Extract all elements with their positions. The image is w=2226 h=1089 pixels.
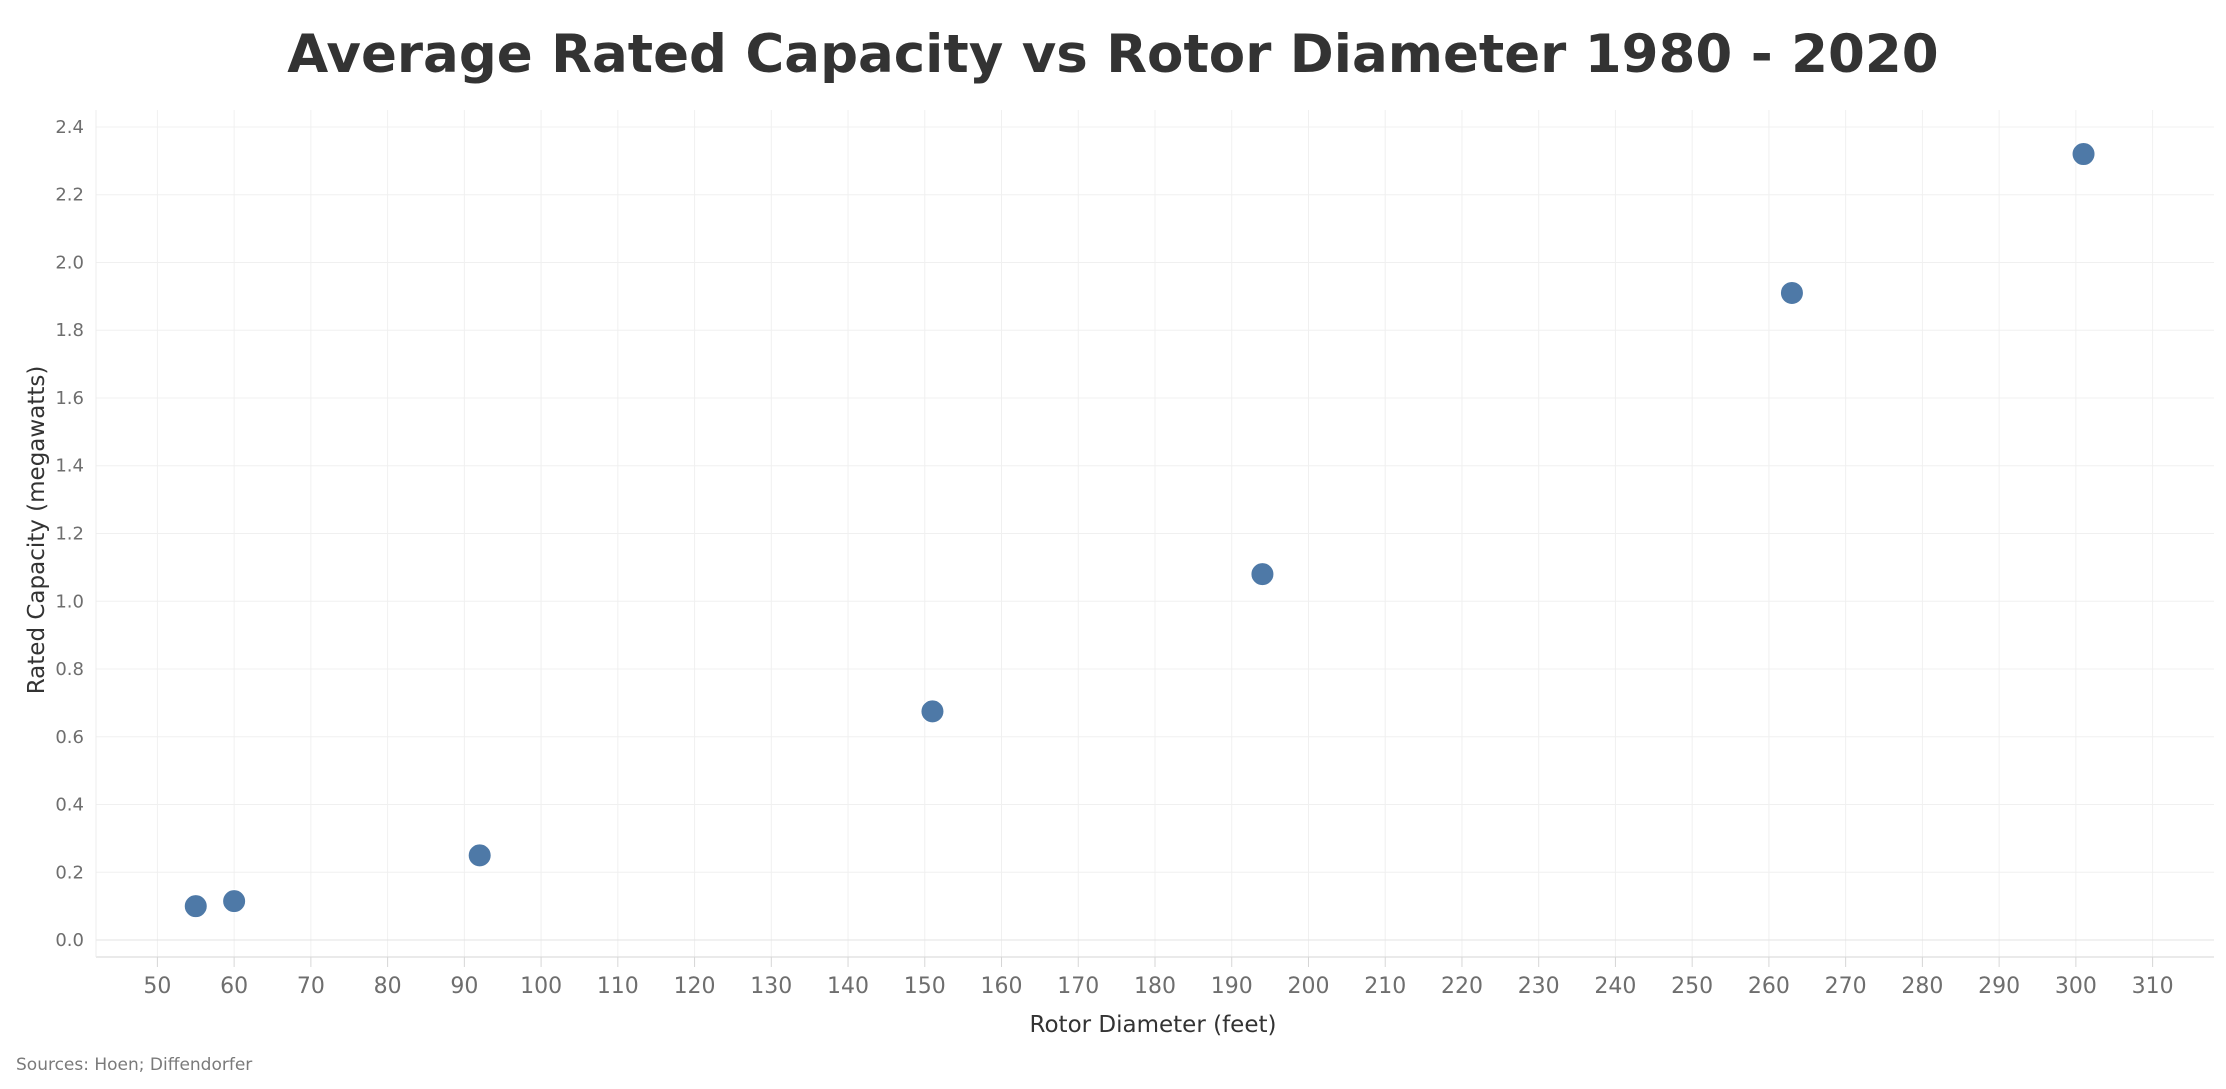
data-points: [183, 142, 2096, 919]
x-tick-label: 120: [674, 974, 716, 999]
x-tick-label: 80: [374, 974, 402, 999]
y-tick-label: 2.2: [55, 185, 84, 206]
x-tick-label: 220: [1441, 974, 1483, 999]
x-tick-label: 70: [297, 974, 325, 999]
y-tick-label: 1.0: [55, 591, 84, 612]
axes: 50 60 70 80 90 100 110 120 130 140 150 160 170 180 190…: [55, 110, 2214, 999]
x-tick-label: 90: [450, 974, 478, 999]
x-tick-label: 180: [1134, 974, 1176, 999]
y-tick-label: 2.4: [55, 117, 84, 138]
source-note: Sources: Hoen; Diffendorfer: [16, 1055, 253, 1075]
y-tick-label: 0.2: [55, 862, 84, 883]
x-tick-label: 200: [1287, 974, 1329, 999]
y-tick-label: 0.4: [55, 795, 84, 816]
x-tick-label: 240: [1594, 974, 1636, 999]
x-tick-label: 130: [750, 974, 792, 999]
data-point[interactable]: [1779, 280, 1804, 305]
y-tick-label: 1.4: [55, 456, 84, 477]
x-tick-label: 50: [143, 974, 171, 999]
x-tick-label: 110: [597, 974, 639, 999]
data-point[interactable]: [467, 843, 492, 868]
x-tick-label: 230: [1518, 974, 1560, 999]
x-tick-label: 170: [1057, 974, 1099, 999]
x-axis-label: Rotor Diameter (feet): [1030, 1012, 1277, 1038]
x-tick-label: 150: [904, 974, 946, 999]
x-tick-label: 250: [1671, 974, 1713, 999]
data-point[interactable]: [920, 699, 945, 724]
y-tick-label: 1.8: [55, 320, 84, 341]
y-tick-label: 0.0: [55, 930, 84, 951]
y-tick-label: 1.6: [55, 388, 84, 409]
y-tick-label: 0.6: [55, 727, 84, 748]
x-tick-label: 290: [1978, 974, 2020, 999]
y-axis-label: Rated Capacity (megawatts): [24, 366, 50, 695]
x-tick-label: 300: [2055, 974, 2097, 999]
chart-title: Average Rated Capacity vs Rotor Diameter…: [287, 24, 1939, 85]
x-tick-label: 260: [1748, 974, 1790, 999]
x-tick-label: 280: [1901, 974, 1943, 999]
grid-lines: [96, 110, 2214, 957]
x-tick-label: 270: [1825, 974, 1867, 999]
data-point[interactable]: [222, 889, 247, 914]
data-point[interactable]: [2071, 142, 2096, 167]
x-tick-label: 190: [1211, 974, 1253, 999]
x-tick-label: 160: [981, 974, 1023, 999]
x-tick-label: 60: [220, 974, 248, 999]
data-point[interactable]: [183, 894, 208, 919]
y-tick-label: 2.0: [55, 252, 84, 273]
data-point[interactable]: [1250, 562, 1275, 587]
x-tick-label: 210: [1364, 974, 1406, 999]
x-tick-label: 310: [2132, 974, 2174, 999]
y-tick-label: 0.8: [55, 659, 84, 680]
y-tick-label: 1.2: [55, 524, 84, 545]
x-tick-label: 100: [520, 974, 562, 999]
x-tick-label: 140: [827, 974, 869, 999]
